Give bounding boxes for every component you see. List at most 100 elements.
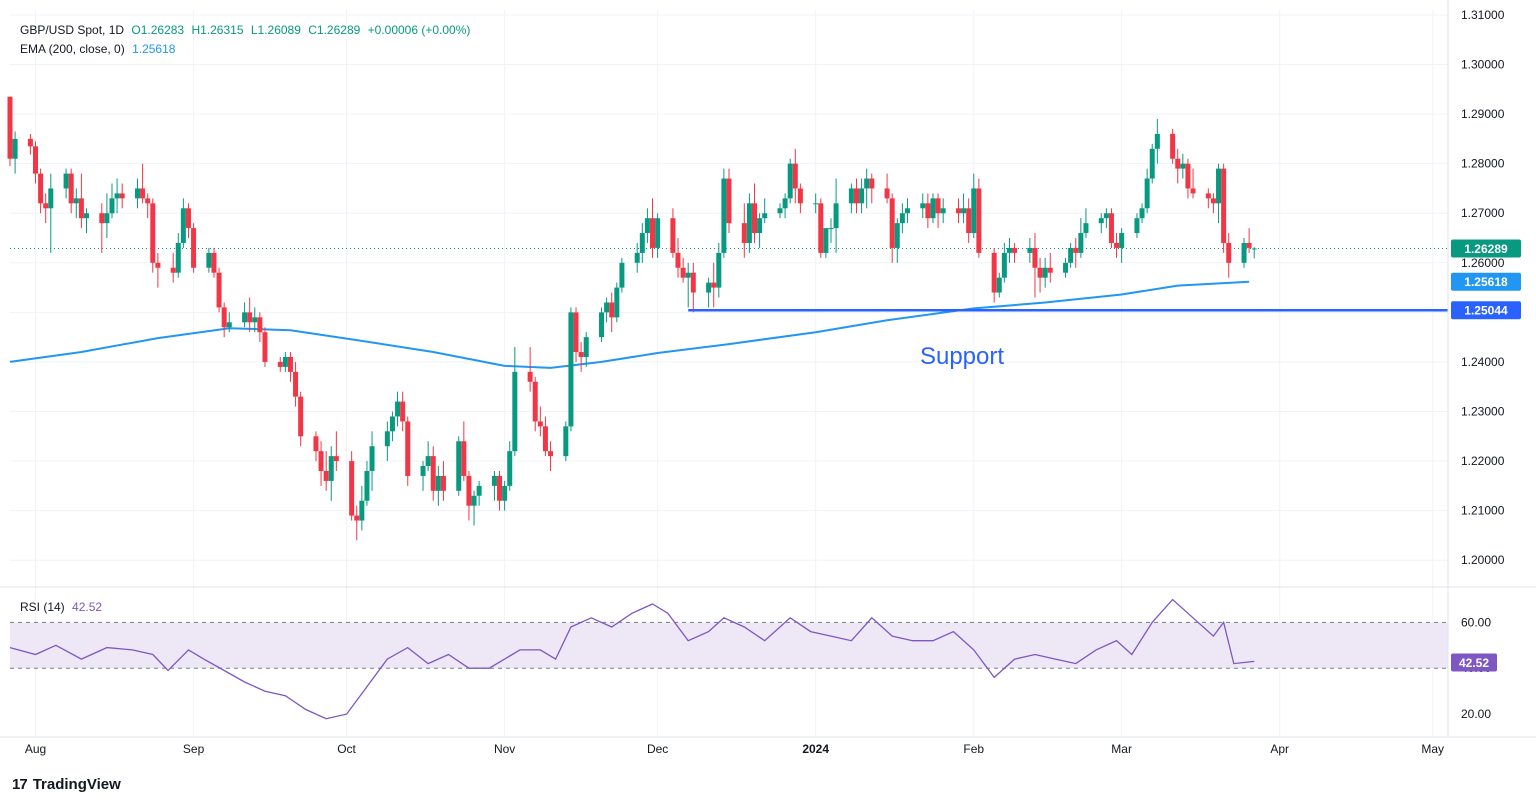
candle [1170, 128, 1176, 164]
price-tick-label: 1.31000 [1461, 8, 1505, 22]
candle-body [634, 252, 640, 263]
candle [7, 96, 13, 167]
candle [502, 480, 508, 511]
candle [99, 203, 105, 253]
candle [940, 198, 946, 224]
candle [741, 203, 747, 258]
candle-body [818, 203, 824, 253]
candle [573, 307, 579, 362]
candle [38, 168, 44, 214]
candle [1154, 119, 1160, 164]
candle [420, 461, 426, 491]
candle [1210, 193, 1216, 214]
candle [191, 223, 197, 273]
candle [1047, 252, 1053, 283]
close-value: C1.26289 [308, 23, 361, 37]
candle-body [706, 282, 712, 293]
high-value: H1.26315 [191, 23, 244, 37]
candle-body [655, 218, 661, 248]
price-tick-label: 1.28000 [1461, 157, 1505, 171]
candle-body [435, 475, 441, 491]
candle-body [1210, 198, 1216, 204]
candle-body [226, 322, 232, 328]
candle [293, 361, 299, 407]
candle [211, 247, 217, 278]
brand-name: TradingView [32, 776, 121, 793]
candle [1001, 242, 1007, 283]
candle-body [1098, 218, 1104, 224]
candle-body [257, 317, 263, 333]
candle [27, 133, 33, 155]
candle [175, 233, 181, 278]
candle [563, 421, 569, 462]
candle [68, 168, 74, 214]
candle [48, 173, 54, 253]
candle [930, 193, 936, 224]
candle-body [889, 198, 895, 248]
candle-body [7, 96, 13, 159]
ema-200-path [9, 280, 1250, 369]
candle-body [211, 252, 217, 273]
candle-body [32, 146, 38, 174]
candle-body [1103, 213, 1109, 219]
candle-body [221, 307, 227, 328]
rsi-value: 42.52 [72, 600, 103, 614]
price-label-text: 1.25044 [1464, 304, 1508, 318]
candle [298, 391, 304, 447]
candle [512, 347, 518, 457]
candle-body [389, 416, 395, 432]
rsi-label-box [1451, 653, 1497, 672]
time-tick-label: Feb [963, 742, 984, 756]
ohlc-legend: GBP/USD Spot, 1D O1.26283 H1.26315 L1.26… [20, 23, 474, 37]
candle-body [1144, 178, 1150, 209]
candle-body [1246, 242, 1252, 248]
candle-body [899, 213, 905, 224]
candle [170, 252, 176, 283]
candle-body [323, 470, 329, 481]
candle-body [456, 441, 462, 491]
candle [63, 168, 69, 199]
candle [711, 262, 717, 308]
candle-body [996, 277, 1002, 293]
candle [542, 416, 548, 457]
candle [757, 213, 763, 248]
candle-body [27, 138, 33, 147]
price-axis-label: 1.25044 [1451, 301, 1521, 320]
candle-body [145, 198, 151, 204]
price-label-text: 1.26289 [1464, 242, 1508, 256]
candle [78, 173, 84, 229]
candle [425, 441, 431, 471]
candle [1098, 213, 1104, 234]
candle-body [573, 312, 579, 353]
candle-body [864, 178, 870, 189]
rsi-pane [9, 598, 1448, 720]
candle [461, 421, 467, 481]
candle [864, 168, 870, 209]
candle [32, 141, 38, 184]
candle-body [1134, 218, 1140, 234]
ema-label[interactable]: EMA (200, close, 0) [20, 42, 125, 56]
candle [818, 198, 824, 258]
tradingview-brand[interactable]: 17 TradingView [12, 776, 121, 793]
candle-body [180, 208, 186, 243]
candle [1032, 233, 1038, 298]
candle [996, 272, 1002, 298]
candle-body [440, 475, 446, 491]
candle-body [349, 461, 355, 516]
candle [1139, 203, 1145, 224]
symbol-label[interactable]: GBP/USD Spot, 1D [20, 23, 125, 37]
candle-body [797, 188, 803, 204]
candle-body [1078, 233, 1084, 253]
candle [751, 183, 757, 243]
candle-body [262, 332, 268, 362]
change-value: +0.00006 (+0.00%) [367, 23, 471, 37]
candle [369, 431, 375, 491]
candle-body [583, 337, 589, 357]
candle [1027, 238, 1033, 263]
candle [491, 470, 497, 501]
rsi-label[interactable]: RSI (14) [20, 600, 65, 614]
candle-body [1012, 247, 1018, 253]
candle [782, 193, 788, 219]
candle-body [430, 456, 436, 491]
candle [206, 247, 212, 273]
